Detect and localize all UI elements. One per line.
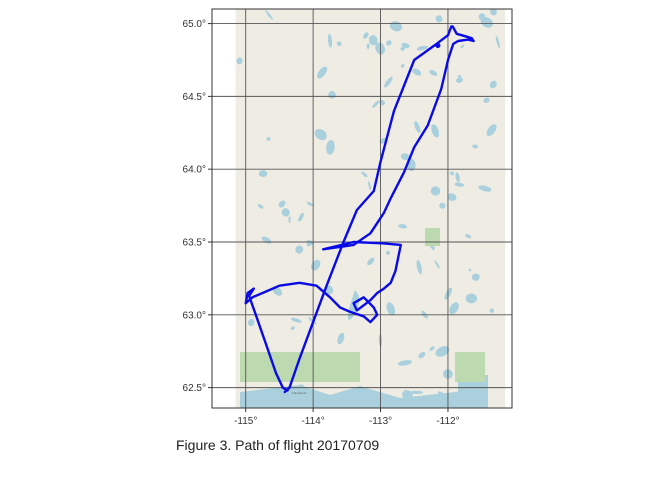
basemap-water (236, 9, 500, 408)
park-area (455, 352, 485, 382)
lake (465, 234, 472, 239)
lake (418, 351, 426, 359)
lake (471, 273, 480, 281)
lake (468, 268, 472, 272)
lake (414, 121, 421, 133)
lake (429, 346, 435, 351)
x-tick-label: -115° (234, 416, 257, 427)
lake (472, 144, 479, 149)
lake (495, 35, 500, 49)
lake (450, 171, 455, 176)
lake (409, 390, 424, 395)
lake (386, 302, 396, 316)
lake (460, 44, 465, 49)
lake (298, 212, 304, 222)
lake (288, 216, 291, 223)
lake (361, 171, 368, 178)
lake (397, 360, 413, 366)
lake (290, 326, 295, 330)
lake (401, 42, 410, 49)
lake (416, 260, 422, 275)
lake (456, 77, 463, 83)
park-area (425, 228, 440, 246)
lake (457, 74, 462, 78)
lake (465, 293, 478, 304)
flight-track-path (244, 25, 475, 394)
lake (429, 69, 438, 76)
lake (434, 260, 440, 269)
figure-caption: Figure 3. Path of flight 20170709 (176, 437, 380, 453)
y-tick-label: 64.5° (183, 92, 206, 103)
lake (306, 243, 311, 247)
lake (290, 317, 302, 323)
place-label-yellowknife: Yellowknife (292, 391, 307, 395)
lake (308, 316, 317, 325)
x-tick-label: -114° (301, 416, 324, 427)
y-axis: 62.5° 63.0° 63.5° 64.0° 64.5° 65.0° (183, 19, 212, 394)
lake (478, 185, 492, 192)
lake (281, 208, 290, 217)
lake (258, 170, 268, 177)
lake (326, 140, 335, 155)
lake (480, 17, 493, 28)
lake (416, 45, 429, 51)
lake (384, 76, 393, 88)
lake (366, 43, 370, 50)
lake (317, 66, 328, 79)
lake (455, 172, 460, 183)
lake (400, 46, 405, 51)
lake (278, 200, 286, 208)
lake (435, 346, 450, 357)
lake (306, 201, 314, 207)
lake (439, 202, 446, 209)
lake (240, 385, 485, 408)
basemap-parks (240, 228, 485, 382)
y-tick-label: 64.0° (183, 165, 206, 176)
lake (430, 186, 441, 196)
y-tick-label: 62.5° (183, 383, 206, 394)
lake (386, 250, 391, 256)
lake (372, 100, 380, 108)
lake (400, 153, 411, 161)
lake (368, 35, 378, 46)
track-end-marker (435, 42, 441, 49)
lake (337, 332, 345, 345)
lake (486, 124, 497, 137)
y-tick-label: 65.0° (183, 19, 206, 30)
lake (236, 57, 243, 65)
x-axis: -115° -114° -113° -112° (234, 408, 460, 427)
lake (386, 40, 392, 46)
lake (490, 9, 497, 16)
lake (398, 224, 408, 229)
lake (447, 193, 457, 201)
map-panel-border (211, 8, 513, 409)
lake (449, 302, 459, 315)
y-tick-label: 63.5° (183, 237, 206, 248)
lake (367, 257, 375, 266)
lake (336, 41, 342, 47)
lake (489, 308, 495, 313)
lake (489, 80, 497, 89)
lake (400, 64, 405, 68)
basemap-land (235, 9, 506, 408)
lake (327, 33, 333, 48)
x-tick-label: -113° (369, 416, 392, 427)
x-tick-label: -112° (436, 416, 459, 427)
lake (295, 245, 304, 254)
lake (431, 124, 440, 138)
lake (247, 318, 255, 327)
lake (483, 97, 490, 103)
lake (412, 68, 422, 76)
lake (314, 129, 327, 141)
y-tick-label: 63.0° (183, 310, 206, 321)
lake (363, 32, 369, 39)
lake (266, 137, 271, 141)
lake (265, 10, 274, 21)
lake (435, 15, 443, 23)
lake (257, 204, 264, 209)
lake (454, 182, 465, 187)
lake (368, 181, 372, 191)
